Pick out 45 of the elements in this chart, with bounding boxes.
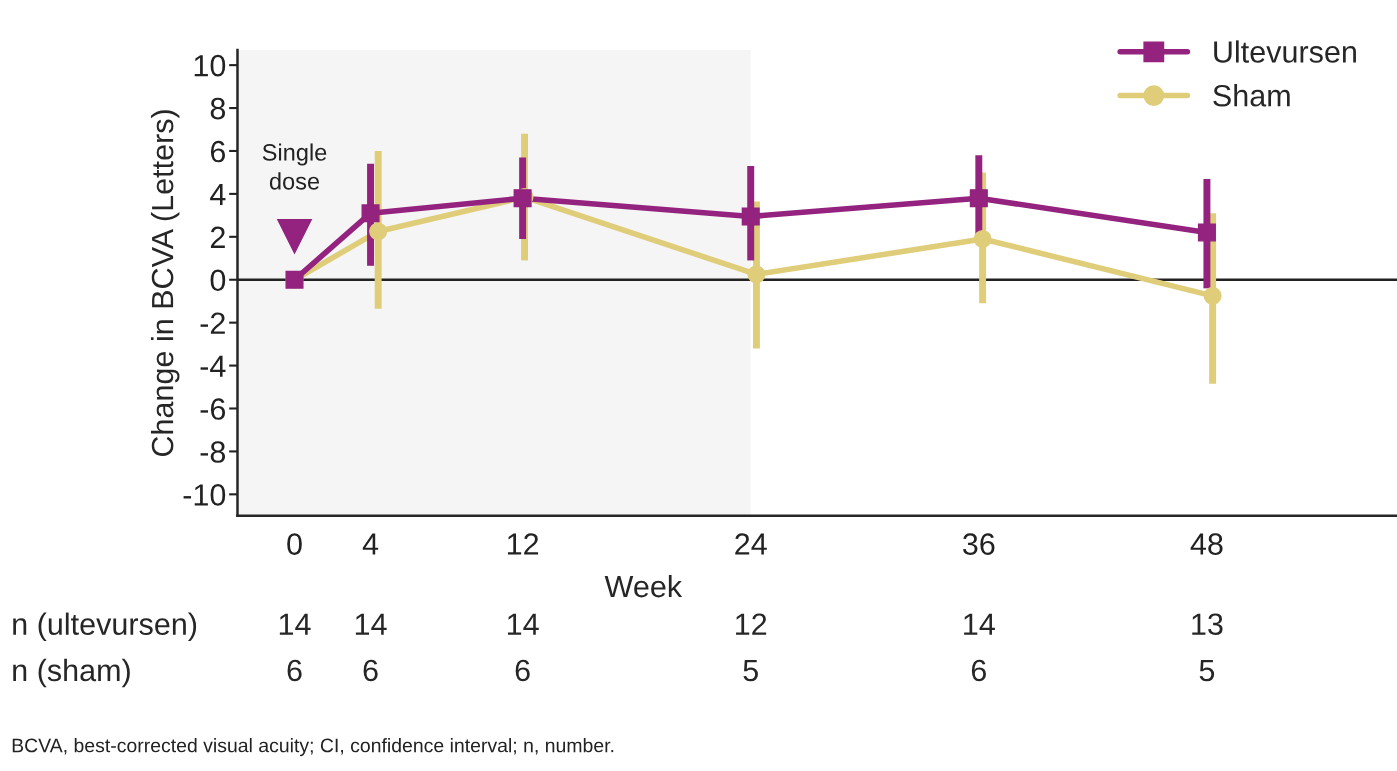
y-tick-label: -10 [183,484,226,506]
text: 6 [363,659,378,682]
text: 14 [279,613,311,635]
y-axis-title: Change in BCVA (Letters) [150,110,180,457]
point [741,207,760,226]
point [747,265,766,284]
y-tick-label: 6 [210,140,226,163]
text: 6 [515,659,530,682]
legend-label: Sham [1213,84,1290,107]
text: BCVA, best-corrected visual acuity; CI, confidence interval; n, number. [12,738,614,757]
text: n (ultevursen) [13,612,197,642]
x-axis-title: Week [604,574,683,598]
y-tick-label: 0 [210,269,226,292]
text: 5 [743,659,758,682]
point [369,222,388,241]
text: 14 [355,613,387,635]
y-tick-label: 8 [210,97,226,120]
y-tick-label: -4 [200,355,226,377]
x-tick-label: 4 [362,533,379,555]
text: 6 [971,659,986,682]
x-tick-label: 36 [962,533,995,555]
legend-label: Ultevursen [1214,40,1356,63]
y-tick-label: 4 [210,183,226,205]
point [969,189,988,208]
y-tick-label: 10 [194,54,226,77]
text: 6 [287,659,302,682]
text: 5 [1199,659,1215,682]
y-tick-label: 2 [210,226,225,248]
y-tick-label: -8 [200,441,226,463]
point [1197,223,1216,242]
x-tick-label: 24 [735,533,767,555]
x-tick-label: 48 [1190,533,1223,555]
text: 12 [736,613,767,635]
y-tick-label: -6 [200,398,226,420]
text: 14 [507,613,539,635]
annotation: Single dose [262,143,327,190]
point [361,204,380,223]
x-tick-label: 12 [507,533,539,555]
point [1203,286,1222,305]
text: n (sham) [13,658,130,688]
x-tick-label: 0 [287,533,302,555]
y-tick-label: -2 [200,312,225,334]
point [973,229,992,248]
text: 13 [1192,613,1223,636]
text: 14 [964,613,995,635]
